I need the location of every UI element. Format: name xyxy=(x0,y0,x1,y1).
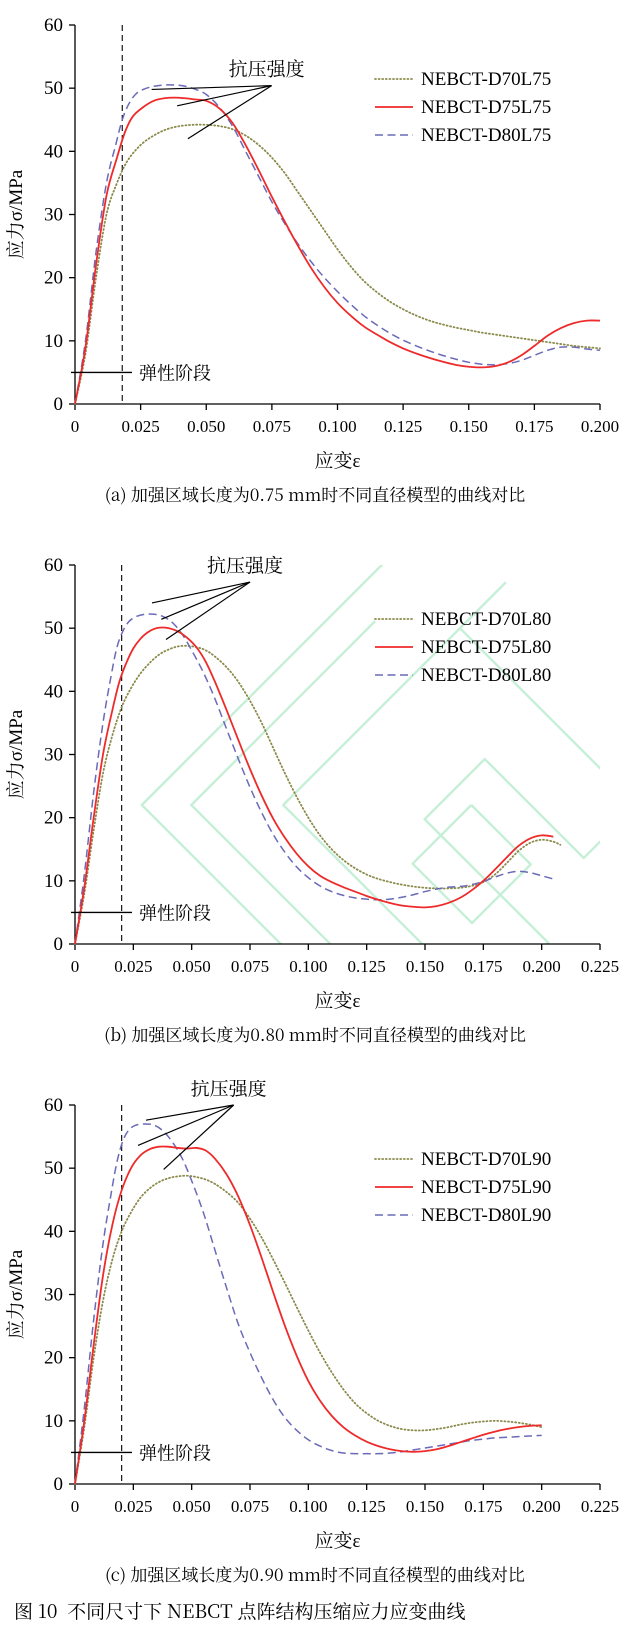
svg-text:应力σ/MPa: 应力σ/MPa xyxy=(5,1249,27,1339)
svg-text:0: 0 xyxy=(71,957,80,976)
svg-text:0.075: 0.075 xyxy=(253,417,291,436)
svg-text:60: 60 xyxy=(44,555,63,576)
svg-text:0: 0 xyxy=(71,417,80,436)
svg-text:抗压强度: 抗压强度 xyxy=(207,551,283,578)
svg-text:弹性阶段: 弹性阶段 xyxy=(139,1439,211,1465)
svg-text:10: 10 xyxy=(44,1411,63,1432)
svg-text:应力σ/MPa: 应力σ/MPa xyxy=(5,709,27,799)
svg-text:0.200: 0.200 xyxy=(523,957,561,976)
svg-text:30: 30 xyxy=(44,1285,63,1306)
svg-text:30: 30 xyxy=(44,745,63,766)
svg-text:NEBCT-D80L75: NEBCT-D80L75 xyxy=(421,125,551,146)
svg-text:应力σ/MPa: 应力σ/MPa xyxy=(5,169,27,259)
svg-text:NEBCT-D80L80: NEBCT-D80L80 xyxy=(421,665,551,686)
svg-text:30: 30 xyxy=(44,205,63,226)
svg-text:0.175: 0.175 xyxy=(515,417,553,436)
svg-text:50: 50 xyxy=(44,1158,63,1179)
svg-text:(c) 加强区域长度为0.90 mm时不同直径模型的曲线对比: (c) 加强区域长度为0.90 mm时不同直径模型的曲线对比 xyxy=(105,1561,525,1586)
svg-text:0.075: 0.075 xyxy=(231,957,269,976)
svg-text:NEBCT-D75L80: NEBCT-D75L80 xyxy=(421,637,551,658)
svg-text:10: 10 xyxy=(44,871,63,892)
svg-text:NEBCT-D70L90: NEBCT-D70L90 xyxy=(421,1149,551,1170)
svg-text:0.100: 0.100 xyxy=(289,957,327,976)
svg-text:0.025: 0.025 xyxy=(114,957,152,976)
svg-text:0.150: 0.150 xyxy=(406,1497,444,1516)
svg-text:0: 0 xyxy=(54,934,64,955)
svg-text:应变ε: 应变ε xyxy=(315,990,361,1012)
svg-text:0.225: 0.225 xyxy=(581,1497,619,1516)
svg-text:50: 50 xyxy=(44,618,63,639)
svg-text:抗压强度: 抗压强度 xyxy=(229,55,305,82)
svg-text:0.050: 0.050 xyxy=(187,417,225,436)
svg-text:10: 10 xyxy=(44,331,63,352)
svg-text:0.125: 0.125 xyxy=(348,957,386,976)
svg-text:0.050: 0.050 xyxy=(173,957,211,976)
svg-text:20: 20 xyxy=(44,808,63,829)
svg-text:(a) 加强区域长度为0.75 mm时不同直径模型的曲线对比: (a) 加强区域长度为0.75 mm时不同直径模型的曲线对比 xyxy=(105,481,526,506)
svg-text:60: 60 xyxy=(44,15,63,36)
svg-text:0.200: 0.200 xyxy=(523,1497,561,1516)
svg-text:NEBCT-D75L90: NEBCT-D75L90 xyxy=(421,1177,551,1198)
svg-text:弹性阶段: 弹性阶段 xyxy=(139,359,211,385)
svg-text:0.100: 0.100 xyxy=(289,1497,327,1516)
svg-text:0: 0 xyxy=(71,1497,80,1516)
svg-text:50: 50 xyxy=(44,78,63,99)
svg-text:0.150: 0.150 xyxy=(406,957,444,976)
svg-text:20: 20 xyxy=(44,268,63,289)
svg-text:0.125: 0.125 xyxy=(348,1497,386,1516)
svg-text:60: 60 xyxy=(44,1095,63,1116)
svg-text:0: 0 xyxy=(54,394,64,415)
svg-text:NEBCT-D70L80: NEBCT-D70L80 xyxy=(421,609,551,630)
svg-text:40: 40 xyxy=(44,681,63,702)
svg-text:0.175: 0.175 xyxy=(464,1497,502,1516)
svg-text:20: 20 xyxy=(44,1348,63,1369)
svg-text:0.050: 0.050 xyxy=(173,1497,211,1516)
svg-text:抗压强度: 抗压强度 xyxy=(191,1080,267,1101)
svg-text:0.075: 0.075 xyxy=(231,1497,269,1516)
svg-text:0.025: 0.025 xyxy=(114,1497,152,1516)
svg-text:0.200: 0.200 xyxy=(581,417,619,436)
svg-text:0: 0 xyxy=(54,1474,64,1495)
svg-text:(b) 加强区域长度为0.80 mm时不同直径模型的曲线对比: (b) 加强区域长度为0.80 mm时不同直径模型的曲线对比 xyxy=(104,1021,526,1046)
svg-text:NEBCT-D80L90: NEBCT-D80L90 xyxy=(421,1205,551,1226)
svg-text:NEBCT-D70L75: NEBCT-D70L75 xyxy=(421,69,551,90)
svg-text:0.025: 0.025 xyxy=(121,417,159,436)
svg-text:40: 40 xyxy=(44,141,63,162)
svg-text:弹性阶段: 弹性阶段 xyxy=(139,899,211,925)
svg-text:0.150: 0.150 xyxy=(450,417,488,436)
svg-text:0.125: 0.125 xyxy=(384,417,422,436)
svg-text:应变ε: 应变ε xyxy=(315,1530,361,1552)
svg-text:40: 40 xyxy=(44,1221,63,1242)
svg-text:应变ε: 应变ε xyxy=(315,450,361,472)
svg-text:0.100: 0.100 xyxy=(318,417,356,436)
svg-text:0.225: 0.225 xyxy=(581,957,619,976)
svg-text:0.175: 0.175 xyxy=(464,957,502,976)
svg-text:NEBCT-D75L75: NEBCT-D75L75 xyxy=(421,97,551,118)
